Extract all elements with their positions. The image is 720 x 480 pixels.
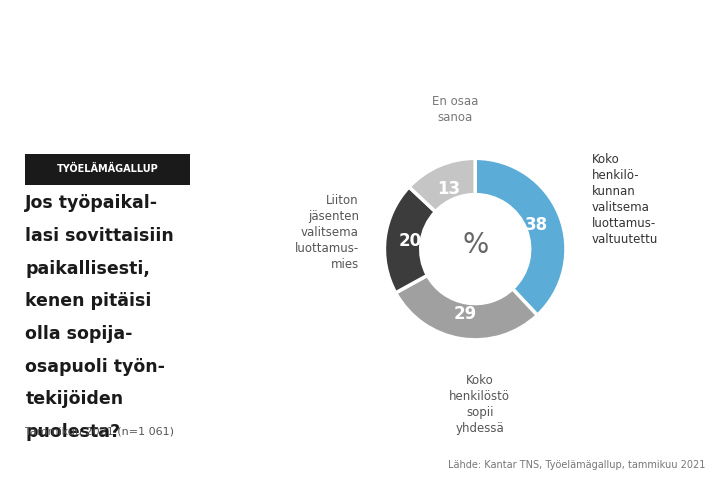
Text: olla sopija-: olla sopija- [25, 325, 133, 343]
Text: 29: 29 [454, 305, 477, 323]
Text: Jos työpaikal-: Jos työpaikal- [25, 194, 158, 213]
Text: %: % [462, 230, 488, 259]
Text: Koko
henkilöstö
sopii
yhdessä: Koko henkilöstö sopii yhdessä [449, 374, 510, 435]
FancyBboxPatch shape [25, 154, 189, 185]
Text: 20: 20 [399, 232, 422, 250]
Text: kenen pitäisi: kenen pitäisi [25, 292, 152, 311]
Wedge shape [396, 276, 537, 340]
Text: 38: 38 [524, 216, 547, 234]
Wedge shape [384, 187, 436, 293]
Wedge shape [409, 158, 475, 212]
Text: En osaa
sanoa: En osaa sanoa [432, 95, 478, 124]
Text: Koko
henkilö-
kunnan
valitsema
luottamus-
valtuutettu: Koko henkilö- kunnan valitsema luottamus… [591, 153, 658, 246]
Text: Lähde: Kantar TNS, Työelämägallup, tammikuu 2021: Lähde: Kantar TNS, Työelämägallup, tammi… [449, 460, 706, 470]
Wedge shape [475, 158, 566, 315]
Text: tekijöiden: tekijöiden [25, 390, 123, 408]
Text: 13: 13 [438, 180, 461, 198]
Text: Liiton
jäsenten
valitsema
luottamus-
mies: Liiton jäsenten valitsema luottamus- mie… [294, 194, 359, 271]
Text: TYÖELÄMÄGALLUP: TYÖELÄMÄGALLUP [57, 165, 158, 174]
Text: lasi sovittaisiin: lasi sovittaisiin [25, 227, 174, 245]
Text: Tammikuu 2021 (n=1 061): Tammikuu 2021 (n=1 061) [25, 427, 174, 437]
Text: paikallisesti,: paikallisesti, [25, 260, 150, 277]
Text: osapuoli työn-: osapuoli työn- [25, 358, 166, 376]
Text: puolesta?: puolesta? [25, 423, 120, 441]
